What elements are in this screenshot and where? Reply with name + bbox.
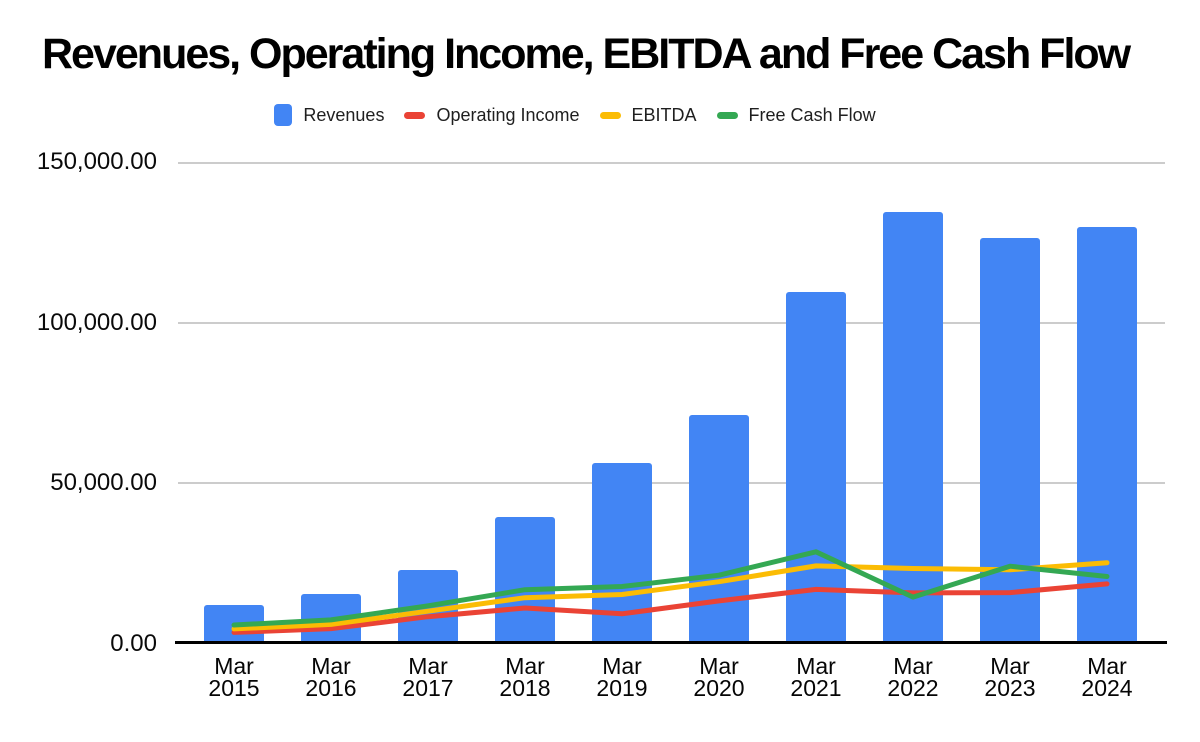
legend-swatch-free-cash-flow bbox=[716, 111, 738, 119]
x-tick-month: Mar bbox=[214, 653, 254, 679]
chart-legend: Revenues Operating Income EBITDA Free Cash … bbox=[0, 101, 1150, 129]
y-tick-label: 50,000.00 bbox=[50, 469, 157, 497]
y-tick-label: 0.00 bbox=[110, 630, 157, 657]
x-tick-label-mar-2024: Mar 2024 bbox=[1052, 653, 1162, 701]
revenue-bar-mar-2023[interactable] bbox=[980, 238, 1040, 644]
x-tick-year: 2020 bbox=[693, 675, 745, 701]
x-tick-month: Mar bbox=[893, 653, 933, 679]
legend-swatch-operating-income bbox=[404, 111, 426, 119]
x-tick-year: 2022 bbox=[887, 675, 939, 701]
x-tick-year: 2018 bbox=[499, 675, 551, 701]
x-tick-label-mar-2018: Mar 2018 bbox=[470, 653, 580, 701]
x-tick-month: Mar bbox=[1087, 653, 1127, 679]
y-axis: 0.00 50,000.00 100,000.00 150,000.00 bbox=[0, 0, 157, 742]
line-series bbox=[231, 549, 1110, 635]
x-tick-month: Mar bbox=[505, 653, 545, 679]
x-tick-label-mar-2017: Mar 2017 bbox=[373, 653, 483, 701]
x-axis-labels: Mar 2015 Mar 2016 Mar 2017 Mar 2018 Mar 2019 Mar 20… bbox=[178, 655, 1165, 705]
x-tick-year: 2015 bbox=[208, 675, 260, 701]
x-tick-year: 2017 bbox=[402, 675, 454, 701]
x-tick-label-mar-2015: Mar 2015 bbox=[179, 653, 289, 701]
x-tick-year: 2019 bbox=[596, 675, 648, 701]
plot-area bbox=[175, 162, 1167, 644]
x-tick-month: Mar bbox=[408, 653, 448, 679]
y-tick-label: 150,000.00 bbox=[36, 148, 157, 175]
gridline bbox=[178, 482, 1165, 485]
legend-label: Free Cash Flow bbox=[748, 104, 876, 125]
gridline bbox=[178, 321, 1165, 324]
legend-label: EBITDA bbox=[631, 104, 697, 125]
x-tick-year: 2016 bbox=[305, 675, 357, 701]
x-tick-label-mar-2023: Mar 2023 bbox=[955, 653, 1065, 701]
x-tick-label-mar-2019: Mar 2019 bbox=[567, 653, 677, 701]
x-tick-label-mar-2020: Mar 2020 bbox=[664, 653, 774, 701]
x-tick-label-mar-2021: Mar 2021 bbox=[761, 653, 871, 701]
x-tick-month: Mar bbox=[311, 653, 351, 679]
revenue-bar-mar-2022[interactable] bbox=[883, 212, 943, 644]
x-tick-year: 2021 bbox=[790, 675, 842, 701]
legend-item-revenues[interactable]: Revenues bbox=[274, 104, 384, 126]
line-ebitda[interactable] bbox=[231, 560, 1110, 632]
x-tick-month: Mar bbox=[602, 653, 642, 679]
chart-title: Revenues, Operating Income, EBITDA and F… bbox=[42, 30, 1131, 78]
legend-item-free-cash-flow[interactable]: Free Cash Flow bbox=[716, 104, 876, 126]
x-tick-month: Mar bbox=[699, 653, 739, 679]
x-axis-line bbox=[175, 641, 1167, 644]
revenue-bar-mar-2018[interactable] bbox=[495, 516, 555, 644]
legend-item-ebitda[interactable]: EBITDA bbox=[599, 104, 697, 126]
x-tick-label-mar-2016: Mar 2016 bbox=[276, 653, 386, 701]
x-tick-label-mar-2022: Mar 2022 bbox=[858, 653, 968, 701]
x-tick-month: Mar bbox=[796, 653, 836, 679]
line-free-cash-flow[interactable] bbox=[231, 549, 1110, 628]
x-tick-month: Mar bbox=[990, 653, 1030, 679]
revenue-bar-mar-2021[interactable] bbox=[786, 291, 846, 644]
legend-swatch-revenues bbox=[274, 104, 293, 126]
x-tick-year: 2023 bbox=[984, 675, 1036, 701]
line-operating-income[interactable] bbox=[231, 581, 1110, 635]
y-tick-label: 100,000.00 bbox=[36, 308, 157, 336]
legend-label: Operating Income bbox=[436, 104, 580, 125]
legend-item-operating-income[interactable]: Operating Income bbox=[404, 104, 580, 126]
legend-swatch-ebitda bbox=[599, 111, 621, 119]
gridline bbox=[178, 162, 1165, 164]
x-tick-year: 2024 bbox=[1081, 675, 1133, 701]
legend-label: Revenues bbox=[303, 104, 385, 125]
